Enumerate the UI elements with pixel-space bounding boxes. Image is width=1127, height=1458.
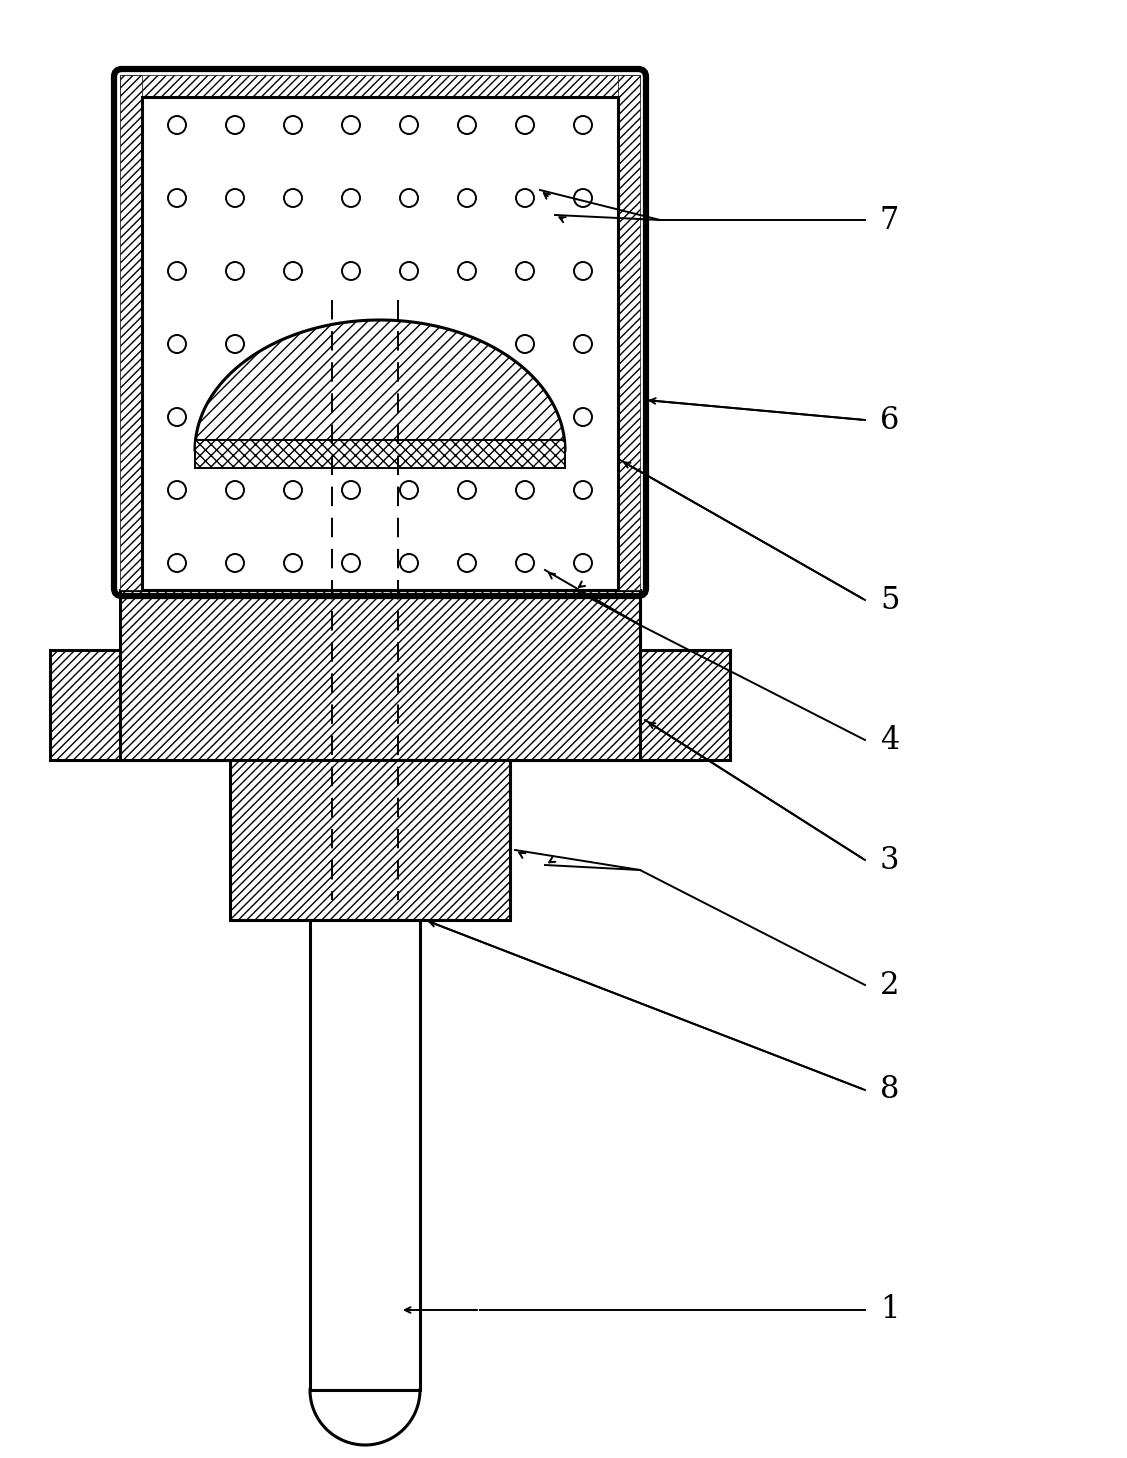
Circle shape: [458, 190, 476, 207]
Text: 1: 1: [880, 1295, 899, 1325]
Circle shape: [516, 481, 534, 499]
Circle shape: [284, 262, 302, 280]
Circle shape: [400, 262, 418, 280]
Bar: [142, 98, 618, 590]
Circle shape: [341, 481, 360, 499]
Bar: [310, 920, 420, 1389]
Circle shape: [168, 262, 186, 280]
Circle shape: [227, 554, 245, 572]
Text: 8: 8: [880, 1075, 899, 1105]
Circle shape: [168, 481, 186, 499]
Text: 2: 2: [880, 970, 899, 1000]
Circle shape: [400, 190, 418, 207]
Polygon shape: [195, 319, 565, 451]
Polygon shape: [195, 440, 565, 468]
Circle shape: [341, 190, 360, 207]
Circle shape: [458, 117, 476, 134]
Circle shape: [516, 262, 534, 280]
Circle shape: [516, 554, 534, 572]
Circle shape: [400, 117, 418, 134]
Circle shape: [516, 190, 534, 207]
Circle shape: [574, 481, 592, 499]
Circle shape: [284, 554, 302, 572]
Circle shape: [341, 262, 360, 280]
Circle shape: [574, 190, 592, 207]
Circle shape: [574, 554, 592, 572]
Circle shape: [458, 554, 476, 572]
Circle shape: [516, 335, 534, 353]
Circle shape: [284, 190, 302, 207]
Circle shape: [400, 554, 418, 572]
Circle shape: [400, 481, 418, 499]
Circle shape: [284, 117, 302, 134]
Bar: [119, 74, 142, 590]
Bar: [119, 74, 640, 590]
Circle shape: [284, 481, 302, 499]
Circle shape: [341, 554, 360, 572]
Circle shape: [168, 554, 186, 572]
Circle shape: [458, 481, 476, 499]
Circle shape: [341, 117, 360, 134]
Polygon shape: [230, 760, 511, 920]
Circle shape: [458, 262, 476, 280]
Circle shape: [227, 190, 245, 207]
Text: 5: 5: [880, 585, 899, 615]
Circle shape: [574, 117, 592, 134]
Circle shape: [227, 335, 245, 353]
Text: 4: 4: [880, 725, 899, 755]
Circle shape: [516, 117, 534, 134]
Bar: [119, 74, 640, 98]
Bar: [618, 74, 640, 590]
Text: 6: 6: [880, 404, 899, 436]
Text: 3: 3: [880, 844, 899, 875]
Circle shape: [168, 190, 186, 207]
Circle shape: [168, 117, 186, 134]
Circle shape: [227, 481, 245, 499]
Circle shape: [227, 117, 245, 134]
Circle shape: [168, 408, 186, 426]
Circle shape: [574, 408, 592, 426]
Circle shape: [574, 262, 592, 280]
Circle shape: [574, 335, 592, 353]
Circle shape: [168, 335, 186, 353]
Circle shape: [227, 262, 245, 280]
Polygon shape: [50, 650, 730, 760]
Polygon shape: [119, 590, 640, 760]
Text: 7: 7: [880, 204, 899, 236]
